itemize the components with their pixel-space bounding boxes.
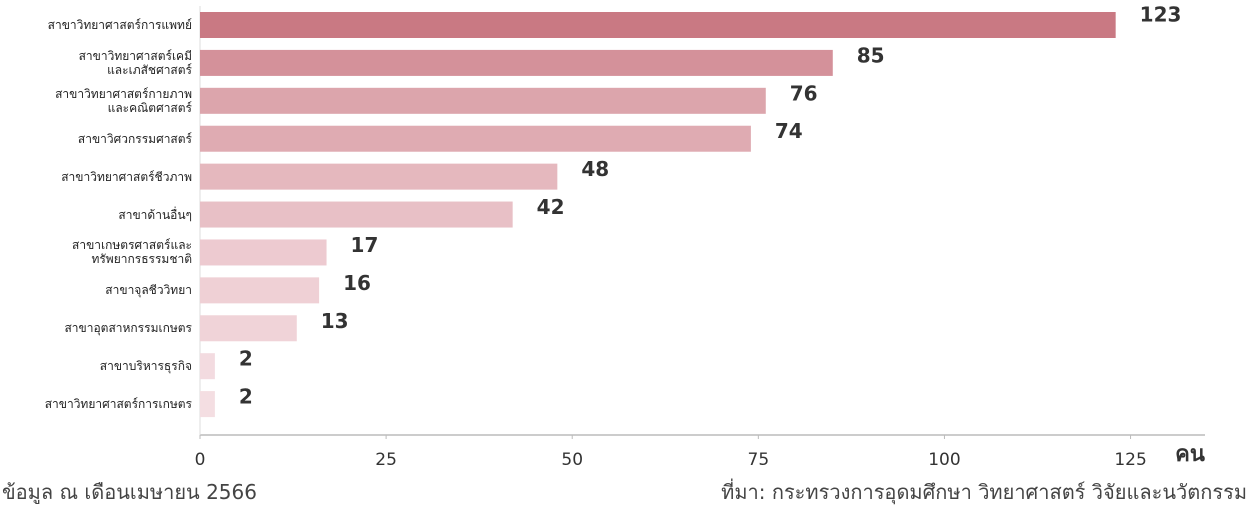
bar [200, 49, 833, 76]
value-label: 123 [1140, 3, 1182, 27]
value-label: 16 [343, 271, 371, 295]
value-label: 2 [239, 385, 253, 409]
value-label: 2 [239, 347, 253, 371]
bar [200, 391, 215, 418]
y-tick-label: สาขาวิทยาศาสตร์การแพทย์ [47, 18, 192, 32]
y-tick-label: สาขาบริหารธุรกิจ [99, 359, 192, 374]
x-tick-label: 75 [748, 450, 770, 470]
y-tick-label: สาขาวิทยาศาสตร์กายภาพ และคณิตศาสตร์ [55, 86, 192, 115]
x-tick-label: 100 [928, 450, 960, 470]
y-tick-label: สาขาจุลชีววิทยา [105, 283, 192, 298]
source: ที่มา: กระทรวงการอุดมศึกษา วิทยาศาสตร์ ว… [721, 480, 1247, 504]
bar [200, 12, 1116, 38]
x-tick-label: 50 [561, 450, 583, 470]
value-label: 48 [581, 157, 609, 181]
bar [200, 87, 766, 114]
y-tick-label: สาขาเกษตรศาสตร์และ ทรัพยากรธรรมชาติ [72, 238, 192, 267]
note: ข้อมูล ณ เดือนเมษายน 2566 [2, 480, 257, 504]
bar [200, 125, 751, 152]
bar [200, 353, 215, 380]
y-tick-label: สาขาอุตสาหกรรมเกษตร [64, 321, 192, 336]
y-tick-label: สาขาวิทยาศาสตร์เคมี และเภสัชศาสตร์ [78, 48, 192, 77]
x-axis-label: คน [1175, 442, 1205, 467]
value-label: 42 [537, 195, 565, 219]
x-tick-label: 0 [195, 450, 206, 470]
value-label: 13 [321, 309, 349, 333]
bar [200, 315, 297, 342]
y-tick-label: สาขาวิทยาศาสตร์การเกษตร [44, 397, 192, 412]
y-tick-label: สาขาวิทยาศาสตร์ชีวภาพ [61, 169, 192, 184]
bar [200, 277, 320, 304]
value-label: 76 [790, 81, 818, 105]
bar [200, 201, 513, 228]
x-tick-label: 125 [1114, 450, 1146, 470]
value-label: 85 [857, 43, 885, 67]
x-tick-label: 25 [375, 450, 397, 470]
value-label: 17 [351, 233, 379, 257]
bar [200, 163, 558, 190]
y-tick-label: สาขาด้านอื่นๆ [118, 207, 192, 222]
value-label: 74 [775, 119, 803, 143]
bar [200, 239, 327, 266]
y-tick-label: สาขาวิศวกรรมศาสตร์ [77, 131, 192, 146]
